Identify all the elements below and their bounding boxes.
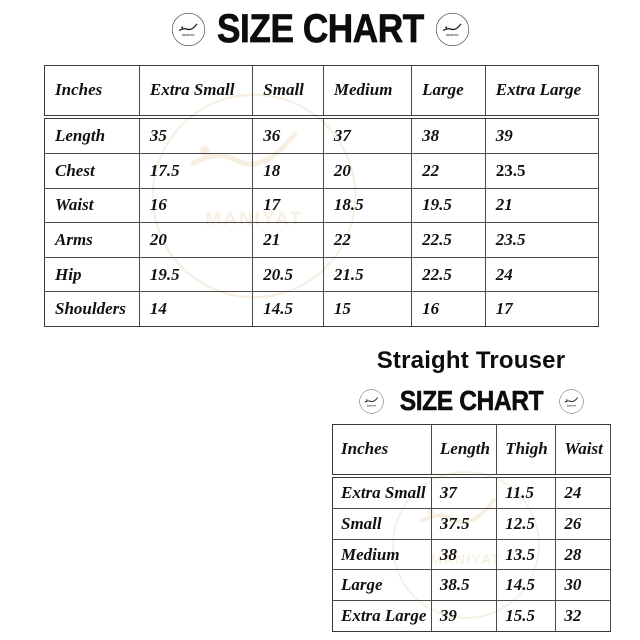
svg-text:MANIYAT: MANIYAT [366, 404, 376, 407]
svg-text:MANIYAT: MANIYAT [566, 404, 576, 407]
svg-text:MANIYAT: MANIYAT [446, 33, 459, 37]
svg-text:MANIYAT: MANIYAT [182, 33, 195, 37]
